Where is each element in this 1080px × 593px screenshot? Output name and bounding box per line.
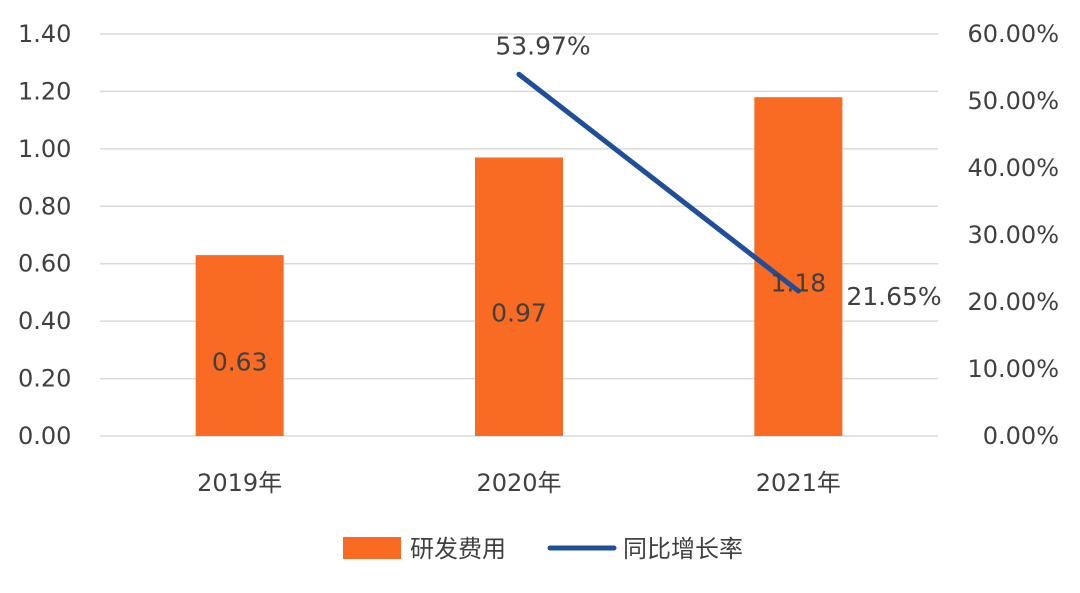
y-right-tick-label: 40.00% — [967, 154, 1059, 182]
data-labels: 0.63 0.97 1.18 53.97% 21.65% — [212, 31, 942, 376]
legend-swatch-bar — [343, 537, 401, 559]
y-left-tick-label: 1.00 — [18, 135, 71, 163]
bar-value-label: 0.63 — [212, 348, 268, 377]
y-right-tick-label: 20.00% — [967, 288, 1059, 316]
bar — [195, 255, 284, 436]
y-left-tick-label: 1.20 — [18, 77, 71, 105]
line-value-label: 21.65% — [846, 282, 941, 311]
bar — [475, 157, 563, 436]
bar-value-label: 1.18 — [770, 269, 826, 298]
y-left-tick-label: 0.20 — [18, 365, 71, 393]
line-series — [516, 71, 801, 294]
growth-rate-line — [516, 71, 801, 294]
x-tick-label: 2020年 — [476, 469, 561, 497]
line-value-label: 53.97% — [495, 31, 590, 60]
y-right-tick-label: 30.00% — [967, 221, 1059, 249]
y-left-tick-label: 0.60 — [18, 250, 71, 278]
y-left-tick-label: 0.80 — [18, 192, 71, 220]
bar-value-label: 0.97 — [491, 299, 547, 328]
axes: 0.00 0.20 0.40 0.60 0.80 1.00 1.20 1.40 0.00% 10.… — [18, 20, 1059, 497]
x-tick-label: 2021年 — [756, 469, 841, 497]
line-point — [795, 288, 801, 294]
y-right-tick-label: 10.00% — [967, 355, 1059, 383]
legend-label-bar: 研发费用 — [410, 535, 506, 563]
y-left-tick-label: 0.00 — [18, 422, 71, 450]
y-right-tick-label: 60.00% — [967, 20, 1059, 48]
bar-series — [195, 97, 843, 437]
y-left-tick-label: 0.40 — [18, 307, 71, 335]
legend-label-line: 同比增长率 — [623, 535, 743, 563]
y-right-tick-label: 50.00% — [967, 87, 1059, 115]
x-tick-label: 2019年 — [197, 469, 282, 497]
y-right-tick-label: 0.00% — [983, 422, 1059, 450]
legend[interactable]: 研发费用 同比增长率 — [343, 535, 743, 563]
y-left-tick-label: 1.40 — [18, 20, 71, 48]
line-point — [516, 71, 522, 77]
